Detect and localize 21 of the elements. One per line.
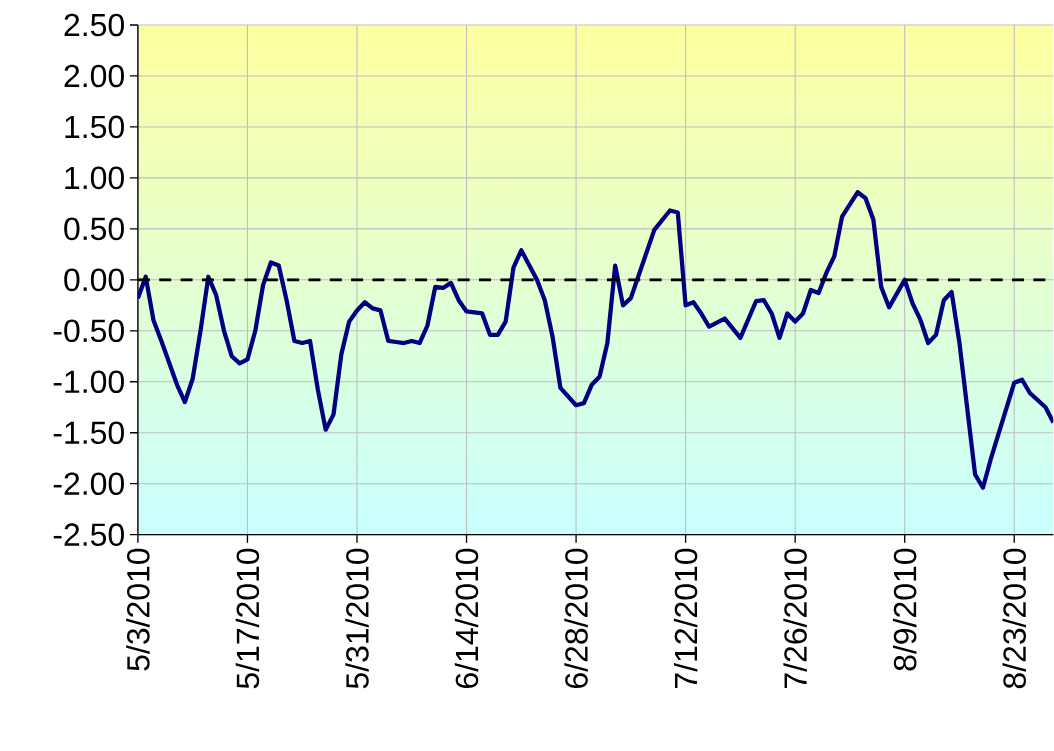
line-series [137,190,1054,491]
x-tick-label: 5/17/2010 [235,548,260,689]
x-tick-label: 5/31/2010 [345,548,369,689]
x-tick-label: 7/26/2010 [783,548,807,689]
y-tick-label: 0.50 [64,217,124,241]
y-tick-label: -1.50 [53,421,124,445]
y-tick-label: 2.00 [64,64,124,88]
x-tick-label: 6/28/2010 [564,548,588,689]
x-tick-label: 7/12/2010 [673,548,698,689]
x-tick-label: 8/23/2010 [1002,548,1026,689]
y-tick-label: -0.50 [53,319,124,343]
x-tick-label: 8/9/2010 [892,548,917,671]
x-tick-label: 5/3/2010 [126,548,150,671]
y-tick-label: -1.00 [53,370,124,394]
y-tick-label: 1.00 [65,166,124,190]
y-tick-label: 0.00 [64,268,124,292]
y-tick-label: 1.50 [65,115,124,139]
x-tick-label: 6/14/2010 [454,548,479,689]
y-tick-label: -2.00 [53,472,124,496]
y-tick-label: -2.50 [53,523,124,547]
y-tick-label: 2.50 [64,13,124,37]
